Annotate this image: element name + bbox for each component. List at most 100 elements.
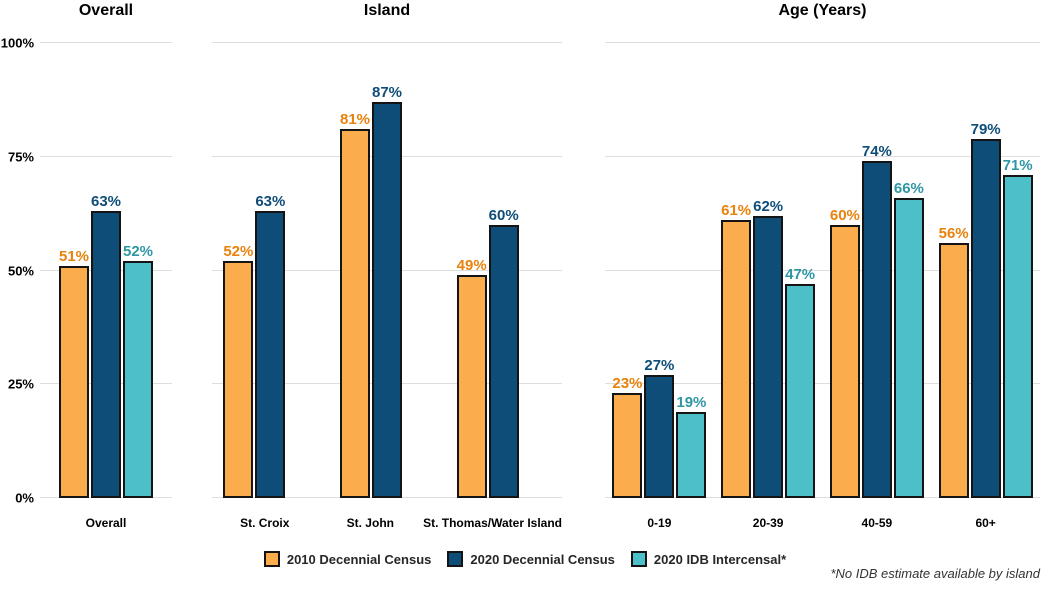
bar-group: 52% 63% bbox=[212, 43, 329, 498]
bar-value-label: 49% bbox=[456, 257, 487, 275]
bar-group: 60% 74% 66% bbox=[823, 43, 932, 498]
legend-swatch bbox=[630, 551, 647, 567]
bar-groups: 51% 63% 52% bbox=[40, 43, 172, 498]
bar: 63% bbox=[255, 194, 285, 498]
bar-group: 51% 63% 52% bbox=[40, 43, 172, 498]
bar-value-label: 56% bbox=[938, 225, 969, 243]
bar-value-label: 71% bbox=[1002, 156, 1033, 174]
gridline bbox=[40, 155, 172, 157]
legend-swatch bbox=[447, 551, 464, 567]
bar-rect bbox=[488, 225, 519, 498]
bar-rect bbox=[223, 261, 254, 498]
bar-rect bbox=[644, 375, 675, 498]
category-label: 40-59 bbox=[861, 516, 893, 530]
legend: 2010 Decennial Census 2020 Decennial Cens… bbox=[0, 551, 1050, 567]
bar-rect bbox=[59, 265, 89, 498]
bar-value-label: 79% bbox=[970, 120, 1001, 138]
legend-item: 2020 Decennial Census bbox=[447, 551, 615, 567]
bar: 23% bbox=[612, 376, 642, 498]
bar-rect bbox=[91, 211, 121, 498]
bar-rect bbox=[456, 275, 487, 498]
bar-rect bbox=[721, 220, 752, 498]
panel-age: Age (Years) 23% 27% 19% 61% 62% 47% 60% 74% 66% 5… bbox=[605, 0, 1040, 598]
category-label: St. John bbox=[346, 516, 394, 530]
y-axis-tick-label: 100% bbox=[0, 35, 34, 51]
bar: 27% bbox=[644, 358, 674, 498]
bar: 52% bbox=[223, 244, 253, 498]
category-label: 0-19 bbox=[647, 516, 672, 530]
legend-item: 2020 IDB Intercensal* bbox=[630, 551, 787, 567]
bar-value-label: 74% bbox=[861, 143, 892, 161]
bar: 19% bbox=[676, 393, 707, 498]
category-axis: St. Croix St. John St. Thomas/Water Island bbox=[212, 516, 562, 530]
y-axis-tick-label: 75% bbox=[7, 149, 34, 165]
bar-value-label: 23% bbox=[612, 375, 643, 393]
bar-rect bbox=[753, 215, 784, 498]
bar-rect bbox=[1002, 174, 1033, 498]
panel-island: Island 52% 63% 81% 87% 49% 60% St. Croix St. J… bbox=[212, 0, 562, 598]
bar-value-label: 51% bbox=[58, 247, 90, 265]
category-label: St. Thomas/Water Island bbox=[423, 516, 563, 530]
plot-area: 52% 63% 81% 87% 49% 60% bbox=[212, 42, 562, 498]
bar-value-label: 87% bbox=[371, 84, 403, 102]
y-axis-tick-label: 25% bbox=[7, 376, 34, 392]
bar-value-label: 52% bbox=[122, 243, 154, 261]
legend-swatch bbox=[263, 551, 280, 567]
bar: 74% bbox=[862, 144, 892, 498]
bar-value-label: 60% bbox=[488, 207, 519, 224]
category-axis: Overall bbox=[40, 516, 172, 530]
bar: 62% bbox=[753, 197, 784, 498]
bar-value-label: 60% bbox=[829, 207, 860, 224]
category-label: Overall bbox=[85, 516, 127, 530]
bar-group: 56% 79% 71% bbox=[931, 43, 1040, 498]
bar-group: 81% 87% bbox=[329, 43, 446, 498]
gridline bbox=[605, 155, 1040, 157]
bar-value-label: 19% bbox=[676, 393, 707, 411]
bar-groups: 52% 63% 81% 87% 49% 60% bbox=[212, 43, 562, 498]
bar-rect bbox=[829, 225, 860, 498]
bar: 47% bbox=[785, 267, 815, 498]
bar-value-label: 52% bbox=[223, 243, 254, 261]
bar-rect bbox=[861, 161, 892, 498]
gridline bbox=[605, 42, 1040, 43]
bar-rect bbox=[785, 284, 816, 498]
category-label: 20-39 bbox=[752, 516, 784, 530]
bar-rect bbox=[123, 261, 153, 498]
category-label: St. Croix bbox=[240, 516, 290, 530]
plot-area: 23% 27% 19% 61% 62% 47% 60% 74% 66% 56% 79% 71% bbox=[605, 42, 1040, 498]
bar: 63% bbox=[91, 194, 121, 498]
y-axis: 0% 25% 50% 75% 100% bbox=[0, 36, 36, 506]
bar-group: 23% 27% 19% bbox=[605, 43, 714, 498]
bar: 52% bbox=[123, 244, 153, 498]
bar-value-label: 62% bbox=[753, 197, 784, 215]
bar-rect bbox=[340, 129, 370, 498]
footnote: *No IDB estimate available by island bbox=[830, 566, 1040, 581]
bar-group: 49% 60% bbox=[445, 43, 562, 498]
bar-groups: 23% 27% 19% 61% 62% 47% 60% 74% 66% 56% 79% 71% bbox=[605, 43, 1040, 498]
bar: 87% bbox=[372, 85, 402, 498]
y-axis-tick-label: 0% bbox=[15, 490, 34, 506]
bar-group: 61% 62% 47% bbox=[714, 43, 823, 498]
bar: 66% bbox=[893, 179, 924, 498]
bar: 60% bbox=[489, 208, 519, 498]
legend-label: 2020 IDB Intercensal* bbox=[653, 551, 787, 567]
bar-value-label: 66% bbox=[893, 179, 924, 197]
bar-rect bbox=[970, 138, 1001, 498]
gridline bbox=[605, 269, 1040, 271]
panel-title: Age (Years) bbox=[778, 2, 867, 19]
bar-value-label: 61% bbox=[721, 202, 752, 220]
bar-value-label: 63% bbox=[90, 193, 122, 211]
bar: 56% bbox=[939, 226, 969, 498]
category-axis: 0-19 20-39 40-59 60+ bbox=[605, 516, 1040, 530]
y-axis-tick-label: 50% bbox=[7, 263, 34, 278]
bar-rect bbox=[372, 102, 402, 498]
bar: 79% bbox=[970, 120, 1001, 498]
gridline bbox=[605, 383, 1040, 385]
gridline bbox=[605, 497, 1040, 498]
panel-title: Island bbox=[363, 2, 411, 19]
gridline bbox=[212, 42, 562, 43]
legend-label: 2020 Decennial Census bbox=[470, 551, 615, 567]
bar-value-label: 27% bbox=[644, 357, 675, 375]
bar: 81% bbox=[340, 112, 370, 498]
bar: 51% bbox=[58, 247, 90, 498]
